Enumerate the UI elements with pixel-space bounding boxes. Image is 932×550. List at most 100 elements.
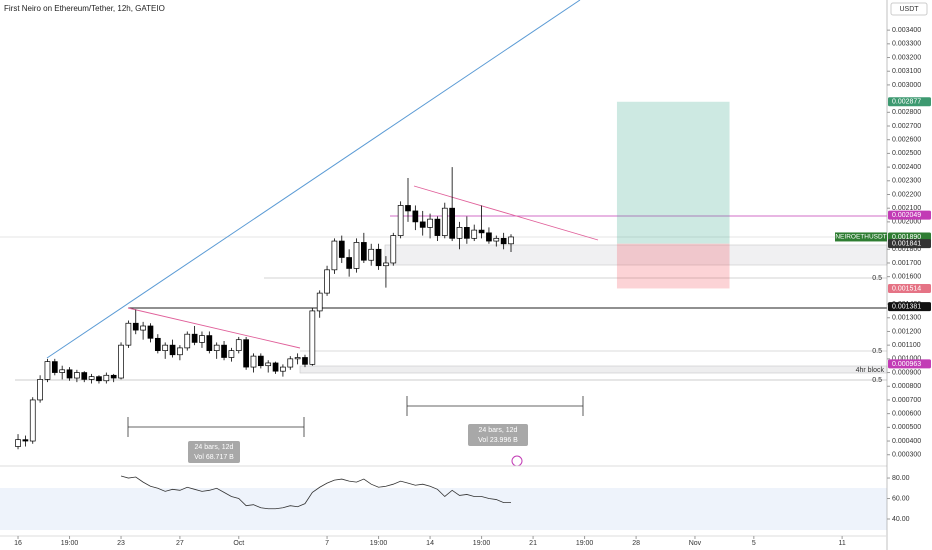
x-tick-label: 19:00 [576,540,594,547]
y-tick-label: 0.000600 [892,410,921,417]
candle-body [118,344,124,379]
candle-body [346,257,352,269]
candle-body [66,369,73,379]
y-tick-label: 0.003100 [892,68,921,75]
candle-body [353,242,360,269]
event-icon [511,455,523,467]
price-label-box [888,283,931,293]
candle-body [361,242,367,261]
price-label-box [888,239,931,249]
candle-body [324,269,330,294]
candle-body [250,355,257,368]
price-label-box [888,97,931,107]
candle-body [456,227,463,239]
candle-body [110,374,117,379]
range-measure [127,396,584,437]
x-tick-label: 11 [838,540,845,547]
range-label-box [188,441,240,463]
stop-loss-zone [616,243,730,289]
drawings [0,0,888,550]
candle-body [508,236,514,245]
candle-body [15,439,21,447]
y-tick-label: 0.003300 [892,41,921,48]
y-tick-label: 0.000300 [892,452,921,459]
y-tick-label: 0.001000 [892,356,921,363]
x-tick-label: 16 [14,540,22,547]
candle-body [449,207,455,239]
price-label: 0.001890 [892,234,921,241]
candle-body [441,207,448,236]
candle-body [184,333,191,349]
candle-body [51,361,58,373]
x-tick-label: 5 [752,540,756,547]
price-label: 0.002877 [892,99,921,106]
candle-body [199,335,205,343]
block-box [299,365,888,374]
candle-body [427,218,433,228]
candle-body [88,376,95,380]
x-tick-label: 19:00 [61,540,79,547]
price-label: 0.001514 [892,285,921,292]
x-tick-label: 21 [529,540,537,547]
candle-body [493,237,500,242]
candle-body [213,344,220,351]
candle-body [132,322,139,331]
candle-body [265,362,272,367]
candle-body [338,240,345,258]
candle-body [154,337,161,351]
candle-body [397,205,404,236]
candle-body [375,248,382,267]
y-tick-label: 0.000700 [892,397,921,404]
candle-body [486,232,492,242]
candle-body [44,361,51,380]
candle-body [309,310,316,365]
candle-body [390,235,397,264]
candle-body [280,366,286,372]
rsi-tick-label: 60.00 [892,495,910,502]
y-tick-label: 0.001100 [892,342,921,349]
candle-body [316,292,323,312]
y-tick-label: 0.000500 [892,424,921,431]
candle-body [206,335,213,351]
candle-body [302,357,308,365]
y-tick-label: 0.003400 [892,27,921,34]
range-vol: Vol 68.717 B [194,454,234,461]
fib-label: 0.5 [872,348,882,355]
candle-body [235,339,242,351]
x-tick-label: 14 [426,540,434,547]
price-label-box [888,210,931,220]
candle-body [434,218,441,236]
candle-body [103,374,110,382]
candle-body [221,344,227,358]
y-tick-label: 0.001700 [892,260,921,267]
candle-body [412,210,419,223]
candle-body [37,379,43,401]
candle-body [478,229,485,234]
price-label: 0.001841 [892,241,921,248]
price-label: 0.000963 [892,361,921,368]
y-tick-label: 0.001600 [892,274,921,281]
candle-body [162,344,169,351]
candle-body [169,344,176,356]
y-tick-label: 0.002100 [892,205,921,212]
candle-body [140,325,146,331]
x-tick-label: 23 [117,540,125,547]
y-tick-label: 0.002500 [892,150,921,157]
rsi-band [0,488,887,530]
fib-label: 0.5 [872,275,882,282]
x-tick-label: 28 [632,540,640,547]
rsi-line [120,475,512,510]
trend-line [127,307,301,349]
y-tick-label: 0.002700 [892,123,921,130]
price-label-box [888,302,931,312]
x-tick-label: 19:00 [370,540,388,547]
price-label: 0.001381 [892,304,921,311]
candle-body [96,376,102,382]
candle-body [177,347,183,356]
y-tick-label: 0.001800 [892,246,921,253]
price-label-box [888,359,931,369]
y-tick-label: 0.002200 [892,191,921,198]
candle-body [471,229,478,239]
y-tick-label: 0.001300 [892,315,921,322]
